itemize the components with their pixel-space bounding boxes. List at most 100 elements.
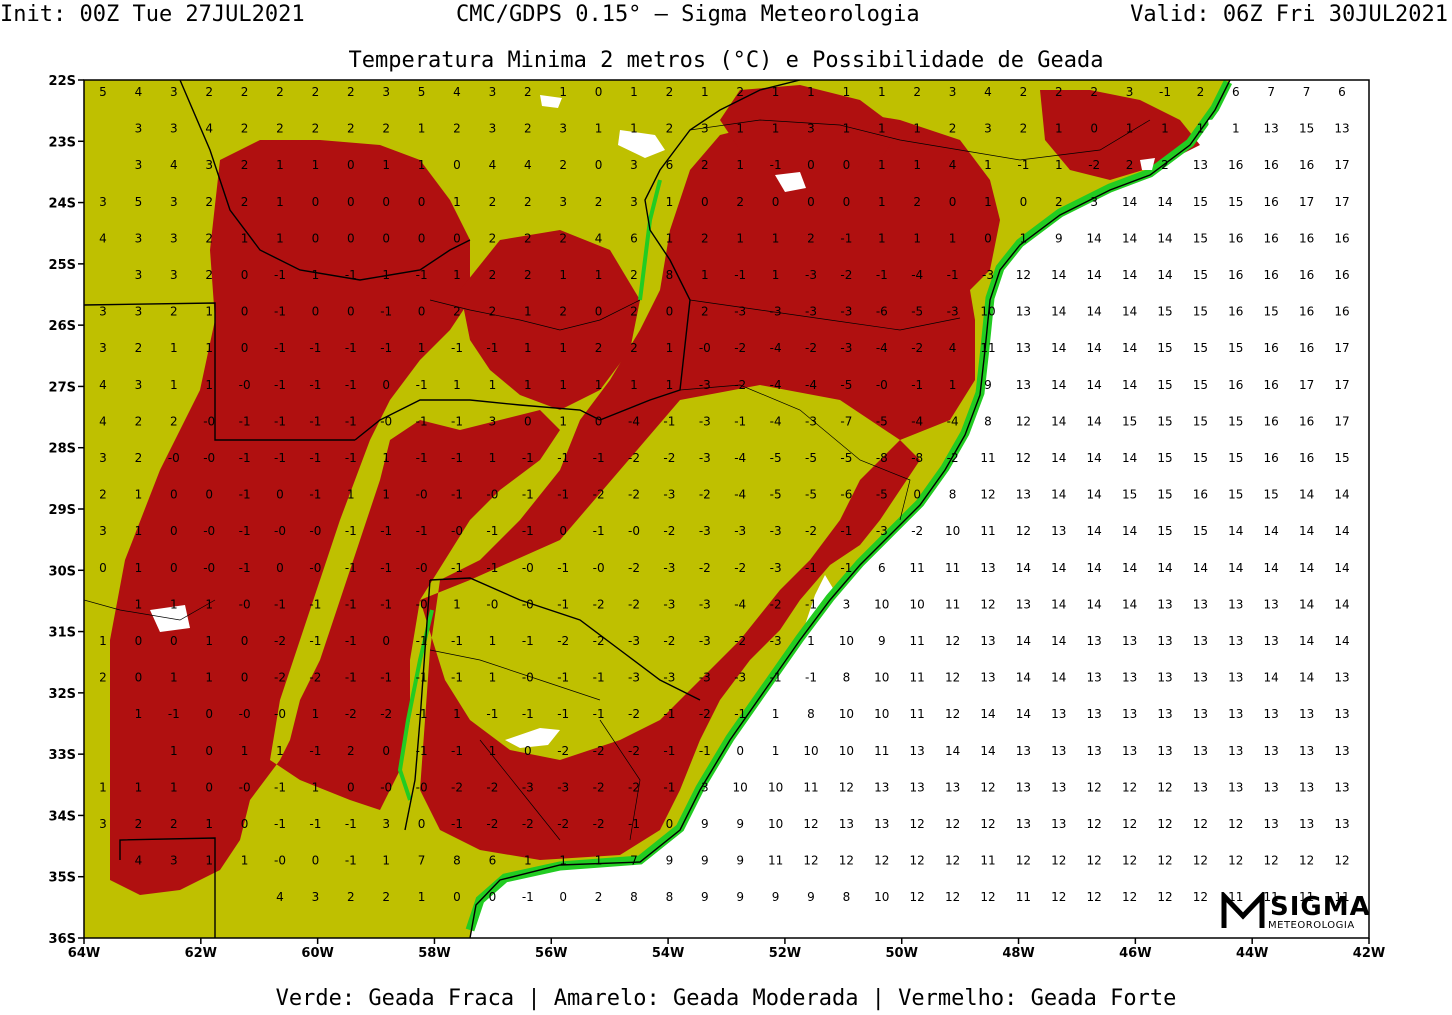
temperature-value: 14 — [1051, 378, 1066, 392]
temperature-value: 3 — [489, 122, 497, 136]
temperature-value: 15 — [1228, 488, 1243, 502]
temperature-value: 1 — [559, 378, 567, 392]
temperature-value: -3 — [770, 305, 782, 319]
lon-label: 54W — [652, 946, 684, 961]
temperature-value: 0 — [453, 890, 461, 904]
temperature-value: -1 — [345, 341, 357, 355]
mirim-lagoon — [505, 728, 560, 748]
temperature-value: -1 — [380, 671, 392, 685]
temperature-value: 14 — [1122, 378, 1137, 392]
temperature-value: 3 — [559, 122, 567, 136]
temperature-value: -0 — [274, 707, 286, 721]
temperature-value: -3 — [628, 634, 640, 648]
temperature-value: -3 — [699, 451, 711, 465]
temperature-value: 16 — [1334, 305, 1349, 319]
temperature-value: -1 — [557, 561, 569, 575]
temperature-value: 13 — [1334, 671, 1349, 685]
temperature-value: 1 — [205, 671, 213, 685]
weak-frost-river — [397, 179, 662, 801]
temperature-value: 15 — [1193, 195, 1208, 209]
temperature-value: 14 — [1051, 671, 1066, 685]
temperature-value: 13 — [1016, 744, 1031, 758]
temperature-value: 1 — [524, 341, 532, 355]
temperature-value: 15 — [1228, 451, 1243, 465]
temperature-value: -1 — [1017, 158, 1029, 172]
temperature-value: -1 — [345, 524, 357, 538]
temperature-value: -1 — [451, 744, 463, 758]
temperature-value: 9 — [807, 890, 815, 904]
temperature-value: -3 — [734, 671, 746, 685]
temperature-value: -4 — [770, 414, 782, 428]
temperature-value: 12 — [1264, 854, 1279, 868]
temperature-value: 1 — [807, 85, 815, 99]
temperature-value: 4 — [205, 122, 213, 136]
temperature-value: 0 — [949, 195, 957, 209]
temperature-value: 13 — [1228, 780, 1243, 794]
temperature-value: 12 — [1334, 854, 1349, 868]
temperature-value: 13 — [1264, 817, 1279, 831]
temperature-value: 2 — [312, 122, 320, 136]
temperature-value: -1 — [840, 524, 852, 538]
temperature-value: 2 — [205, 85, 213, 99]
lat-label: 28S — [49, 442, 76, 457]
temperature-value: 0 — [382, 744, 390, 758]
temperature-value: 13 — [1016, 378, 1031, 392]
temperature-value: 0 — [701, 195, 709, 209]
temperature-value: -0 — [699, 341, 711, 355]
temperature-value: 14 — [1157, 195, 1172, 209]
temperature-value: 1 — [772, 268, 780, 282]
temperature-value: 12 — [945, 671, 960, 685]
temperature-value: 2 — [1055, 85, 1063, 99]
frost-free-pocket-1 — [618, 130, 665, 158]
temperature-value: 1 — [1197, 122, 1205, 136]
temperature-value: 10 — [874, 597, 889, 611]
temperature-value: -3 — [805, 305, 817, 319]
temperature-value: 14 — [1087, 561, 1102, 575]
temperature-value: 14 — [1087, 268, 1102, 282]
temperature-value: 12 — [1228, 854, 1243, 868]
temperature-value: 17 — [1334, 158, 1349, 172]
temperature-value: -4 — [911, 414, 923, 428]
temperature-value: -1 — [486, 561, 498, 575]
temperature-value: 15 — [1157, 305, 1172, 319]
temperature-value: 14 — [1122, 451, 1137, 465]
temperature-value: -1 — [380, 341, 392, 355]
temperature-value: 2 — [241, 195, 249, 209]
temperature-value: -2 — [699, 707, 711, 721]
temperature-value: -1 — [557, 451, 569, 465]
temperature-value: -3 — [734, 305, 746, 319]
temperature-value: 8 — [807, 707, 815, 721]
temperature-value: 16 — [1299, 268, 1314, 282]
temperature-value: 14 — [1334, 524, 1349, 538]
temperature-value: -1 — [451, 671, 463, 685]
temperature-value: -2 — [309, 671, 321, 685]
temperature-value: 7 — [418, 854, 426, 868]
temperature-value: 1 — [524, 854, 532, 868]
temperature-value: 1 — [205, 854, 213, 868]
temperature-value: 2 — [99, 671, 107, 685]
temperature-value: 14 — [1016, 561, 1031, 575]
temperature-value: 0 — [666, 817, 674, 831]
strong-frost-south — [420, 110, 1000, 860]
temperature-value: 1 — [595, 268, 603, 282]
temperature-value: 7 — [630, 854, 638, 868]
temperature-value: 2 — [559, 305, 567, 319]
temperature-value: -0 — [239, 597, 251, 611]
temperature-value: 13 — [1193, 671, 1208, 685]
temperature-value: 12 — [1122, 890, 1137, 904]
temperature-value: 15 — [1157, 488, 1172, 502]
temperature-value: 11 — [768, 854, 783, 868]
temperature-value: 11 — [945, 597, 960, 611]
temperature-value: 13 — [1228, 671, 1243, 685]
temperature-value: 0 — [170, 634, 178, 648]
temperature-value: 1 — [595, 854, 603, 868]
temperature-value: 13 — [1299, 817, 1314, 831]
temperature-value: -0 — [239, 707, 251, 721]
temperature-value: -1 — [345, 854, 357, 868]
temperature-value: 13 — [1264, 597, 1279, 611]
temperature-value: 14 — [1051, 488, 1066, 502]
temperature-value: 4 — [99, 378, 107, 392]
temperature-value: 3 — [99, 817, 107, 831]
temperature-value: 0 — [382, 231, 390, 245]
